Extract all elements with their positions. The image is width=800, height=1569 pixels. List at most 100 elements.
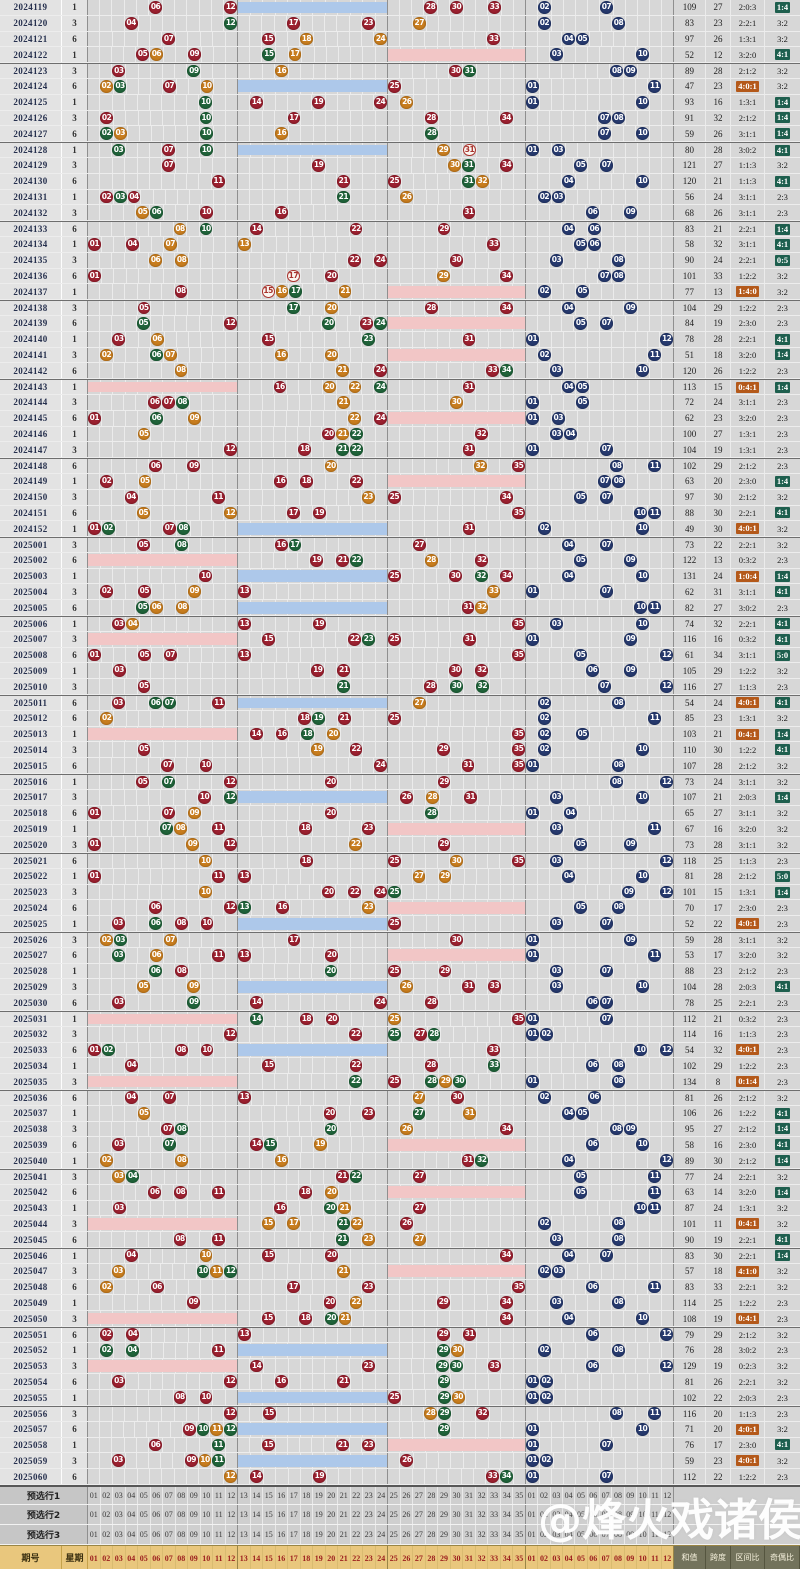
period-cell: 2025009 <box>0 663 62 679</box>
front-ball: 28 <box>424 1059 438 1073</box>
number-cell <box>200 947 213 963</box>
number-cell <box>288 963 300 979</box>
number-cell <box>362 31 375 47</box>
number-cell <box>564 47 576 63</box>
number-cell <box>662 190 673 205</box>
number-cell <box>238 1153 251 1168</box>
number-cell <box>638 143 650 157</box>
number-cell <box>326 854 339 868</box>
odd-even-cell: 1:4 <box>765 727 800 742</box>
back-zone: 01 03 <box>526 143 674 157</box>
number-cell <box>162 884 175 900</box>
number-cell <box>250 110 263 126</box>
period-cell: 2025019 <box>0 821 62 837</box>
number-cell <box>325 837 337 853</box>
number-cell <box>425 742 438 758</box>
odd-even-cell: 1:4 <box>765 885 800 900</box>
number-cell <box>250 758 263 774</box>
front-ball: 16 <box>275 206 288 220</box>
number-cell <box>152 473 165 489</box>
number-cell <box>576 584 588 600</box>
number-cell <box>262 1105 275 1121</box>
number-cell <box>351 933 364 947</box>
number-cell <box>100 1184 113 1200</box>
sum-cell: 81 <box>674 868 706 884</box>
number-cell <box>624 1169 637 1184</box>
front-ball: 18 <box>301 727 314 741</box>
number-cell <box>648 854 661 868</box>
draw-row: 2024126 3 02 10 17 28 34 07 08 91 32 2:1:2 1:4 <box>0 110 800 127</box>
number-cell <box>439 884 452 900</box>
number-cell <box>550 647 563 663</box>
back-ball: 01 <box>526 79 539 93</box>
number-cell: 12 <box>660 1043 674 1058</box>
front-zone-2: 17 20 <box>238 268 388 284</box>
number-cell <box>88 0 101 15</box>
number-cell <box>662 1137 673 1152</box>
number-cell <box>626 1058 638 1074</box>
number-cell <box>400 1042 413 1058</box>
number-cell <box>552 726 564 742</box>
draw-row: 2025008 6 01 05 07 13 35 05 12 61 34 3:1:1 5:0 <box>0 647 800 664</box>
front-ball: 32 <box>475 601 489 615</box>
number-cell <box>650 426 663 442</box>
number-cell <box>286 426 299 442</box>
number-cell <box>562 1137 575 1153</box>
number-cell <box>252 947 265 963</box>
weekday-cell: 6 <box>62 900 88 916</box>
number-cell <box>463 236 475 252</box>
number-cell <box>662 584 673 599</box>
front-zone-1: 03 07 <box>88 1137 238 1153</box>
number-cell <box>214 1042 227 1058</box>
number-cell <box>638 222 650 236</box>
zone-ratio-cell: 3:1:1 <box>731 837 765 853</box>
number-cell <box>439 538 452 552</box>
number-cell <box>440 789 452 805</box>
number-cell <box>662 727 673 742</box>
number-cell <box>576 742 588 758</box>
weekday-cell: 3 <box>62 933 88 947</box>
number-cell: 05 <box>574 489 588 505</box>
number-cell <box>476 331 489 347</box>
number-cell <box>238 473 251 489</box>
front-ball: 35 <box>512 617 526 631</box>
number-cell <box>274 442 287 458</box>
odd-even-cell: 3:2 <box>777 539 788 550</box>
number-cell <box>400 363 413 379</box>
number-cell <box>626 143 638 157</box>
number-cell <box>164 1105 177 1121</box>
missing-zone-band <box>238 1044 387 1056</box>
front-ball: 17 <box>288 538 302 552</box>
number-cell: 02 <box>100 933 114 947</box>
number-cell <box>514 806 525 821</box>
weekday-cell: 1 <box>62 143 88 157</box>
weekday-cell: 1 <box>62 1153 88 1168</box>
number-cell <box>349 489 362 505</box>
back-ball: 07 <box>600 1012 613 1026</box>
number-cell <box>449 459 462 473</box>
number-cell <box>178 647 190 663</box>
number-cell <box>427 696 440 710</box>
number-cell <box>88 600 101 616</box>
front-ball: 29 <box>437 269 450 283</box>
number-cell <box>250 884 263 900</box>
number-cell: 28 <box>425 805 440 821</box>
number-cell <box>489 1105 502 1121</box>
front-ball: 03 <box>112 1170 126 1184</box>
front-ball: 32 <box>475 174 489 188</box>
number-cell <box>578 410 590 426</box>
number-cell <box>226 32 237 47</box>
number-cell <box>526 189 539 205</box>
back-ball: 05 <box>574 648 587 662</box>
number-cell <box>199 173 212 189</box>
number-cell: 07 <box>163 347 178 363</box>
zone-ratio-cell: 1:3:1 <box>731 710 765 726</box>
number-cell <box>151 15 163 31</box>
number-cell <box>638 410 650 426</box>
number-cell <box>636 331 649 347</box>
number-cell <box>213 94 226 110</box>
number-cell <box>600 1169 613 1184</box>
back-ball: 03 <box>551 190 565 204</box>
front-ball: 08 <box>175 601 189 615</box>
number-cell <box>326 473 338 489</box>
